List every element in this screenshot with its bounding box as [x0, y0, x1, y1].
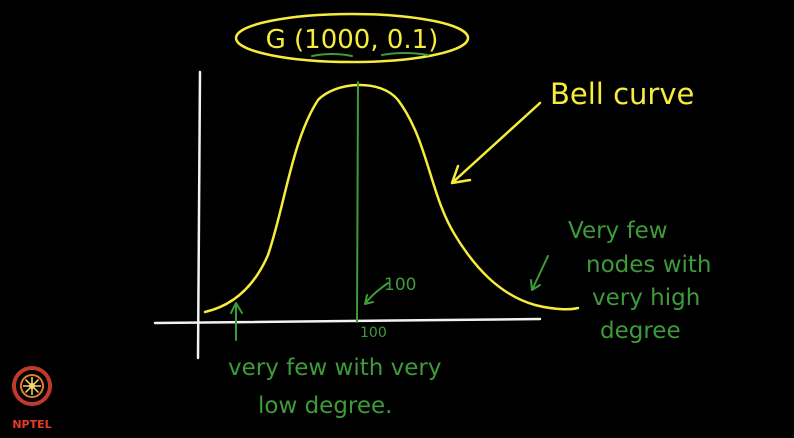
- peak-line: [356, 81, 359, 323]
- title-text: G (1000, 0.1): [266, 25, 439, 55]
- nptel-logo-icon: [12, 366, 52, 406]
- left-note-arrow: [230, 302, 243, 341]
- peak-label: 100: [384, 275, 416, 295]
- left-note: very few with very low degree.: [228, 302, 441, 419]
- right-note: Very few nodes with very high degree: [530, 218, 712, 344]
- nptel-logo-text: NPTEL: [12, 418, 51, 431]
- title-underline-1000: [311, 53, 353, 57]
- peak-annotation: 100: [364, 275, 416, 305]
- y-axis: [196, 70, 202, 360]
- right-note-line-4: degree: [600, 318, 681, 344]
- right-note-line-1: Very few: [568, 218, 668, 244]
- right-note-line-3: very high: [592, 285, 700, 311]
- right-note-arrow: [530, 255, 549, 291]
- title-oval: [234, 12, 470, 64]
- x-axis: [153, 317, 542, 325]
- title-underline-p: [381, 52, 429, 56]
- peak-arrow: [364, 282, 389, 305]
- bell-curve: [203, 83, 580, 314]
- bell-curve-label: Bell curve: [550, 77, 694, 111]
- axes: [153, 70, 542, 360]
- left-note-line-2: low degree.: [258, 393, 393, 419]
- left-note-line-1: very few with very: [228, 355, 441, 381]
- title-group: G (1000, 0.1): [234, 12, 470, 64]
- nptel-logo: NPTEL: [12, 366, 52, 431]
- right-note-line-2: nodes with: [586, 252, 712, 278]
- bell-curve-arrow: [450, 101, 542, 185]
- axis-tick-label: 100: [360, 325, 387, 341]
